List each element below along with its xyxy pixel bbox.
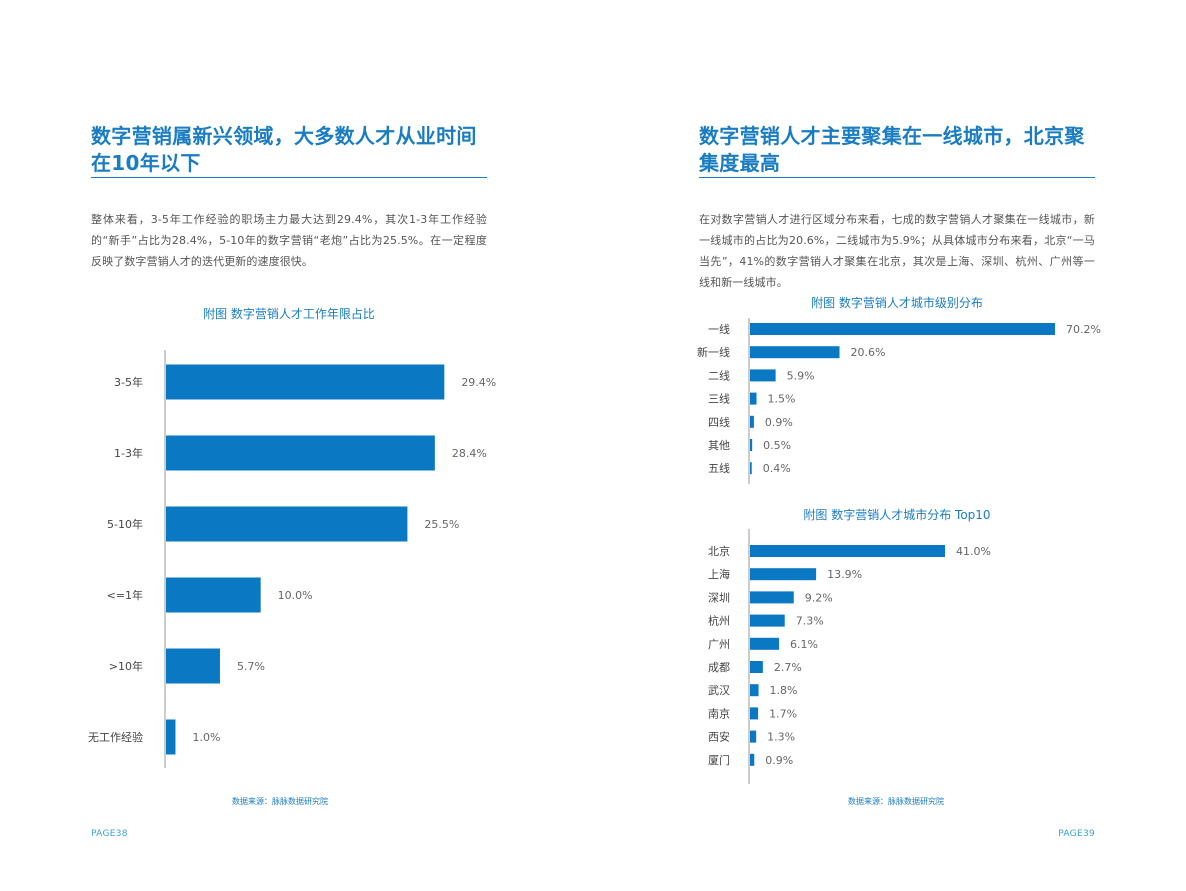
city-top10-bar: [750, 568, 817, 581]
right-paragraph: 在对数字营销人才进行区域分布来看，七成的数字营销人才聚集在一线城市，新一线城市的…: [699, 213, 1095, 289]
city-tier-value-label: 20.6%: [851, 346, 886, 359]
city-top10-value-label: 6.1%: [790, 638, 818, 651]
left-page-number: PAGE38: [91, 829, 128, 839]
tenure-bar: [166, 719, 176, 755]
city-tier-category-label: 二线: [708, 368, 730, 382]
city-tier-value-label: 0.5%: [763, 439, 791, 452]
city-top10-value-label: 41.0%: [956, 545, 991, 558]
tenure-value-label: 5.7%: [237, 660, 265, 673]
city-tier-bar: [750, 323, 1055, 335]
tenure-category-label: 3-5年: [114, 375, 143, 389]
city-top10-bar: [750, 661, 763, 673]
tenure-category-label: <=1年: [107, 588, 143, 602]
right-title-line-1: 数字营销人才主要聚集在一线城市，北京聚: [699, 124, 1085, 148]
tenure-bar: [166, 577, 261, 613]
city-top10-bar: [750, 545, 945, 557]
city-top10-bar: [750, 614, 785, 627]
tenure-bar: [166, 364, 445, 400]
tenure-category-label: 无工作经验: [88, 730, 143, 744]
tenure-chart-title: 附图 数字营销人才工作年限占比: [203, 307, 375, 321]
tenure-value-label: 29.4%: [461, 376, 496, 389]
left-title-line-1: 数字营销属新兴领域，大多数人才从业时间: [91, 124, 477, 148]
city-tier-category-label: 四线: [708, 415, 730, 429]
tenure-bar: [166, 435, 435, 471]
city-top10-category-label: 上海: [708, 567, 730, 581]
city-tier-bar: [750, 369, 776, 382]
city-tier-value-label: 0.4%: [763, 462, 791, 475]
right-title-line-2: 集度最高: [699, 151, 781, 175]
city-top10-value-label: 0.9%: [765, 754, 793, 767]
right-page-title: 数字营销人才主要聚集在一线城市，北京聚 集度最高: [699, 123, 1099, 177]
right-page-number: PAGE39: [1058, 829, 1095, 839]
tenure-value-label: 28.4%: [452, 447, 487, 460]
city-top10-value-label: 1.3%: [767, 731, 795, 744]
city-tier-value-label: 1.5%: [768, 393, 796, 406]
city-tier-bar: [750, 392, 757, 405]
city-top10-bar: [750, 753, 755, 766]
tenure-category-label: 5-10年: [107, 517, 143, 531]
city-top10-category-label: 武汉: [708, 684, 730, 697]
city-top10-chart-title: 附图 数字营销人才城市分布 Top10: [803, 508, 991, 522]
city-top10-category-label: 西安: [708, 730, 730, 744]
left-page-title: 数字营销属新兴领域，大多数人才从业时间 在10年以下: [91, 123, 491, 177]
city-top10-category-label: 深圳: [708, 591, 730, 604]
city-tier-bar: [750, 462, 752, 475]
city-tier-category-label: 五线: [708, 461, 730, 475]
city-top10-bar: [750, 707, 759, 720]
right-source-note: 数据来源：脉脉数据研究院: [848, 797, 944, 806]
city-top10-category-label: 成都: [708, 661, 730, 674]
city-tier-category-label: 其他: [708, 439, 730, 452]
city-top10-value-label: 1.8%: [770, 684, 798, 697]
city-top10-value-label: 13.9%: [827, 568, 862, 581]
city-tier-bar: [750, 415, 754, 428]
left-title-line-2: 在10年以下: [91, 151, 201, 175]
city-tier-category-label: 三线: [708, 392, 730, 406]
city-tier-value-label: 0.9%: [765, 416, 793, 429]
right-title-rule: [699, 177, 1095, 178]
city-top10-category-label: 南京: [708, 706, 730, 720]
city-top10-category-label: 杭州: [708, 614, 730, 628]
city-top10-category-label: 厦门: [708, 753, 730, 767]
city-tier-value-label: 5.9%: [787, 369, 815, 382]
city-top10-category-label: 北京: [708, 544, 730, 558]
city-tier-category-label: 新一线: [697, 345, 730, 359]
left-paragraph: 整体来看，3-5年工作经验的职场主力最大达到29.4%，其次1-3年工作经验的“…: [91, 213, 487, 268]
city-top10-value-label: 9.2%: [805, 591, 833, 604]
tenure-bar: [166, 506, 408, 542]
city-top10-value-label: 1.7%: [769, 707, 797, 720]
city-tier-chart-title: 附图 数字营销人才城市级别分布: [811, 296, 983, 310]
city-top10-value-label: 7.3%: [796, 615, 824, 628]
tenure-category-label: 1-3年: [114, 446, 143, 460]
tenure-value-label: 25.5%: [424, 518, 459, 531]
city-top10-bar: [750, 591, 794, 604]
tenure-bar: [166, 648, 220, 684]
tenure-category-label: >10年: [109, 659, 143, 673]
left-title-rule: [91, 177, 487, 178]
city-top10-category-label: 广州: [708, 638, 730, 651]
city-top10-bar: [750, 637, 780, 650]
tenure-value-label: 1.0%: [192, 731, 220, 744]
city-top10-bar: [750, 730, 757, 743]
city-tier-bar: [750, 346, 840, 359]
tenure-value-label: 10.0%: [278, 589, 313, 602]
city-tier-bar: [750, 439, 753, 451]
left-source-note: 数据来源：脉脉数据研究院: [232, 797, 328, 806]
city-tier-category-label: 一线: [708, 322, 730, 336]
city-tier-value-label: 70.2%: [1066, 323, 1101, 336]
city-top10-value-label: 2.7%: [774, 661, 802, 674]
city-top10-bar: [750, 684, 759, 697]
